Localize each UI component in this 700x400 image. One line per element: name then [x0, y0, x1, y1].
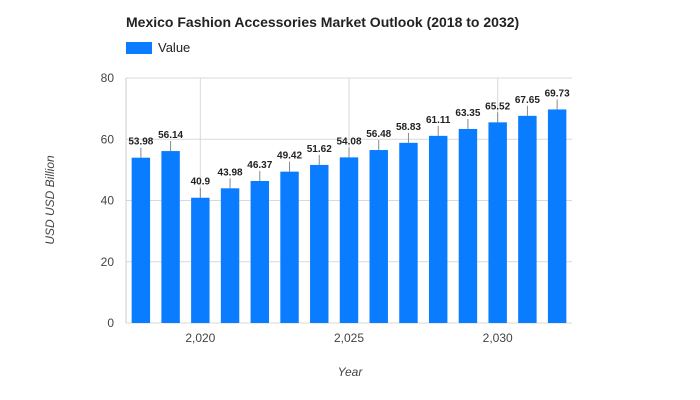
- bar: [428, 135, 448, 323]
- data-label: 51.62: [307, 144, 332, 155]
- x-axis-label: Year: [338, 365, 364, 379]
- bar: [280, 171, 299, 323]
- bar: [220, 188, 240, 323]
- bar: [191, 197, 210, 323]
- data-label: 56.14: [158, 130, 183, 141]
- data-label: 58.83: [396, 122, 421, 133]
- y-tick-label: 20: [101, 255, 115, 269]
- x-tick-label: 2,025: [334, 331, 364, 345]
- bar: [399, 142, 418, 323]
- data-label: 46.37: [247, 160, 272, 171]
- data-label: 56.48: [366, 129, 391, 140]
- bar: [547, 109, 567, 323]
- data-label: 49.42: [277, 151, 302, 162]
- legend-label: Value: [158, 40, 191, 55]
- data-label: 69.73: [545, 88, 570, 99]
- legend-swatch: [126, 41, 152, 54]
- x-tick-label: 2,030: [483, 331, 513, 345]
- chart-title: Mexico Fashion Accessories Market Outloo…: [126, 14, 520, 30]
- bar: [488, 122, 507, 323]
- bar: [131, 157, 151, 323]
- bar: [161, 151, 180, 323]
- bar: [250, 180, 270, 323]
- x-tick-label: 2,020: [185, 331, 215, 345]
- bar: [339, 157, 359, 323]
- y-tick-label: 60: [101, 132, 115, 146]
- bar: [310, 164, 329, 323]
- bar: [458, 128, 478, 323]
- data-label: 61.11: [426, 115, 451, 126]
- bar: [369, 150, 388, 323]
- data-label: 40.9: [191, 177, 211, 188]
- data-labels: 53.98 56.14 40.9 43.98 46.37 49.42 51.62 54.08 5…: [128, 88, 570, 198]
- y-tick-label: 40: [101, 194, 115, 208]
- data-label: 67.65: [515, 95, 540, 106]
- y-tick-label: 0: [107, 316, 114, 330]
- y-axis-label: USD USD Billion: [43, 155, 57, 245]
- data-label: 54.08: [336, 136, 361, 147]
- y-tick-label: 80: [101, 71, 115, 85]
- data-label: 53.98: [128, 137, 153, 148]
- legend: Value: [126, 40, 190, 55]
- axes: 0 20 40 60 80 2,020 2,025 2,030: [101, 71, 513, 345]
- data-label: 65.52: [485, 101, 510, 112]
- data-label: 63.35: [455, 108, 480, 119]
- data-label: 43.98: [218, 167, 243, 178]
- bars: [131, 109, 567, 324]
- bar: [518, 115, 537, 324]
